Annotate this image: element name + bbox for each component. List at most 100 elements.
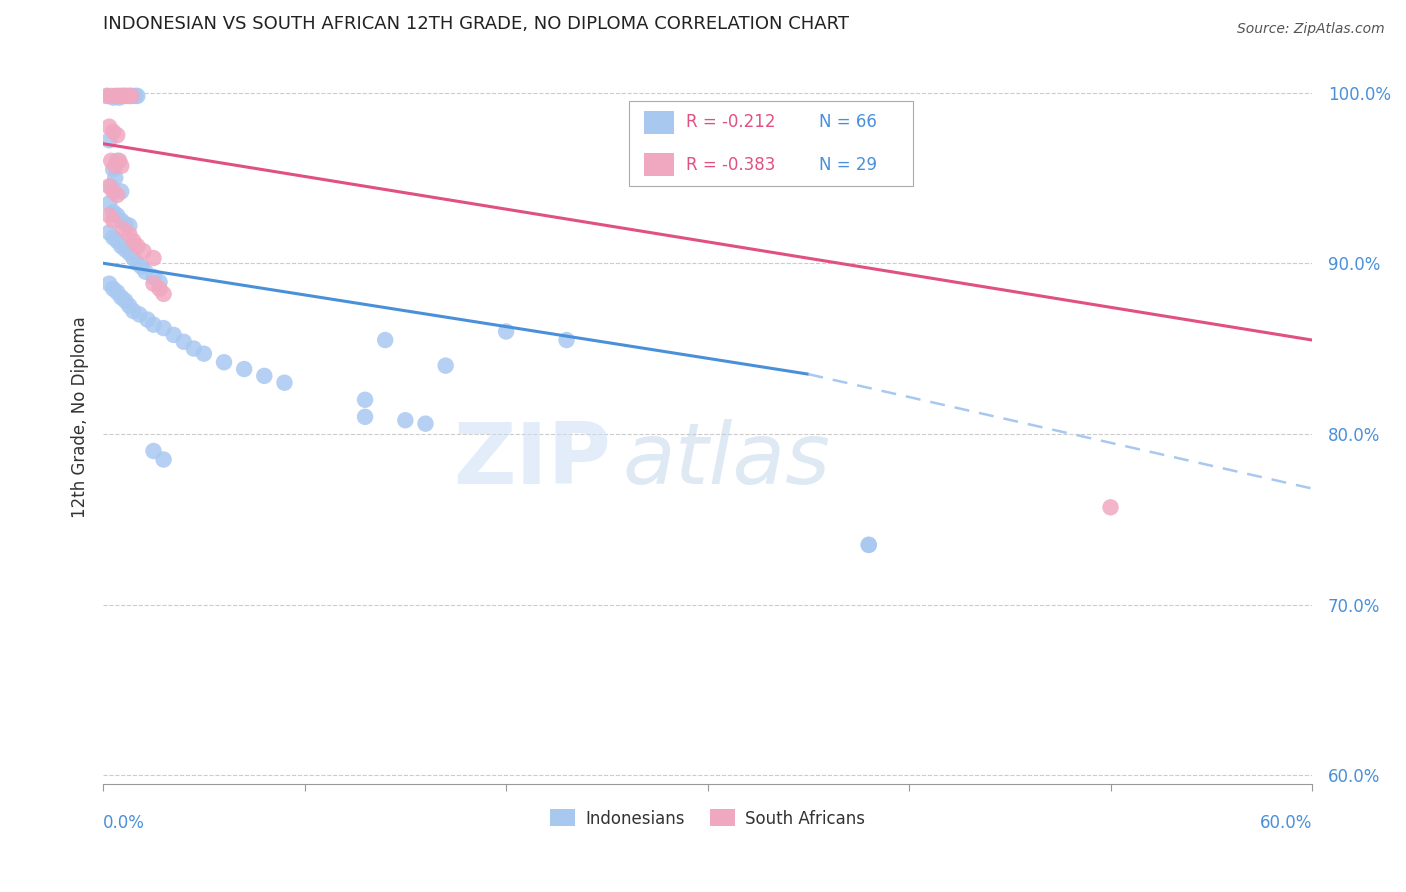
Point: [117, 89, 139, 103]
Point: [212, 355, 235, 369]
Point: [134, 265, 156, 279]
Text: atlas: atlas: [623, 419, 831, 502]
FancyBboxPatch shape: [644, 111, 673, 134]
Point: [142, 277, 165, 291]
FancyBboxPatch shape: [628, 101, 912, 186]
Point: [118, 299, 141, 313]
Point: [142, 318, 165, 332]
Point: [233, 362, 256, 376]
Text: R = -0.212: R = -0.212: [686, 113, 775, 131]
Point: [127, 256, 149, 270]
Point: [96, 89, 118, 103]
Point: [173, 334, 195, 349]
Point: [127, 239, 149, 253]
Point: [495, 325, 517, 339]
Point: [120, 89, 142, 103]
Point: [132, 244, 155, 259]
Point: [131, 260, 153, 274]
Point: [122, 251, 145, 265]
Point: [394, 413, 416, 427]
Point: [105, 128, 128, 143]
Point: [114, 89, 136, 103]
Point: [142, 269, 165, 284]
Point: [118, 227, 141, 242]
Point: [108, 153, 131, 168]
Point: [98, 208, 121, 222]
Point: [98, 277, 121, 291]
Text: N = 29: N = 29: [818, 155, 877, 174]
Point: [103, 162, 125, 177]
Point: [104, 170, 127, 185]
Point: [110, 185, 132, 199]
Point: [98, 133, 121, 147]
Point: [103, 205, 125, 219]
Point: [105, 234, 128, 248]
Point: [105, 188, 128, 202]
Point: [98, 196, 121, 211]
Point: [193, 347, 215, 361]
FancyBboxPatch shape: [644, 153, 673, 176]
Point: [253, 368, 276, 383]
Point: [555, 333, 578, 347]
Text: INDONESIAN VS SOUTH AFRICAN 12TH GRADE, NO DIPLOMA CORRELATION CHART: INDONESIAN VS SOUTH AFRICAN 12TH GRADE, …: [103, 15, 849, 33]
Point: [148, 275, 170, 289]
Point: [100, 153, 122, 168]
Point: [100, 89, 122, 103]
Point: [127, 89, 149, 103]
Point: [110, 239, 132, 253]
Point: [110, 89, 132, 103]
Point: [112, 89, 135, 103]
Text: 60.0%: 60.0%: [1260, 814, 1312, 832]
Point: [105, 153, 128, 168]
Point: [108, 89, 131, 103]
Point: [103, 185, 125, 199]
Point: [114, 243, 136, 257]
Point: [858, 538, 880, 552]
Point: [110, 290, 132, 304]
Point: [105, 89, 128, 103]
Point: [152, 452, 174, 467]
Text: Source: ZipAtlas.com: Source: ZipAtlas.com: [1237, 22, 1385, 37]
Point: [108, 90, 131, 104]
Point: [104, 159, 127, 173]
Point: [103, 125, 125, 139]
Point: [128, 307, 150, 321]
Point: [136, 312, 159, 326]
Point: [434, 359, 457, 373]
Point: [112, 222, 135, 236]
Point: [105, 285, 128, 300]
Y-axis label: 12th Grade, No Diploma: 12th Grade, No Diploma: [72, 316, 89, 517]
Point: [118, 89, 141, 103]
Text: ZIP: ZIP: [453, 419, 610, 502]
Point: [100, 179, 122, 194]
Legend: Indonesians, South Africans: Indonesians, South Africans: [544, 803, 872, 834]
Text: 0.0%: 0.0%: [103, 814, 145, 832]
Point: [1099, 500, 1122, 515]
Point: [124, 89, 146, 103]
Point: [103, 282, 125, 296]
Point: [273, 376, 295, 390]
Point: [98, 179, 121, 194]
Point: [415, 417, 437, 431]
Point: [104, 89, 127, 103]
Point: [103, 213, 125, 227]
Point: [103, 90, 125, 104]
Point: [142, 251, 165, 265]
Point: [98, 120, 121, 134]
Point: [118, 219, 141, 233]
Point: [122, 304, 145, 318]
Point: [114, 217, 136, 231]
Point: [96, 89, 118, 103]
Point: [148, 282, 170, 296]
Point: [152, 287, 174, 301]
Point: [98, 226, 121, 240]
Point: [110, 213, 132, 227]
Point: [118, 246, 141, 260]
Point: [183, 342, 205, 356]
Text: R = -0.383: R = -0.383: [686, 155, 775, 174]
Point: [152, 321, 174, 335]
Text: N = 66: N = 66: [818, 113, 877, 131]
Point: [114, 293, 136, 308]
Point: [122, 234, 145, 248]
Point: [163, 327, 186, 342]
